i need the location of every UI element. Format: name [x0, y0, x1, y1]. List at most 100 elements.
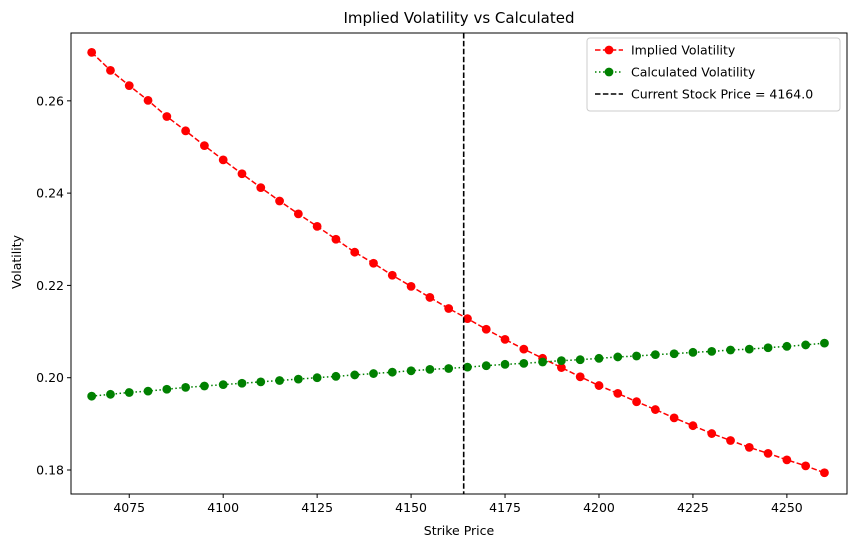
series-1-point [425, 365, 435, 374]
series-0-point [256, 183, 266, 192]
series-0-point [106, 65, 115, 75]
series-0-point [575, 372, 585, 382]
series-1-point [481, 361, 491, 371]
series-0-line [91, 51, 825, 474]
series-1-point [820, 338, 829, 348]
series-1-point [87, 391, 97, 401]
series-1-point [387, 367, 397, 377]
plot-area: 4075 4100 4125 4150 4175 4200 4225 4250 0.18 0.20… [36, 32, 848, 515]
current-price-legend-label: Current Stock Price = 4164.0 [631, 87, 813, 102]
y-tick-label: 0.26 [36, 93, 64, 108]
series-1-point [106, 389, 115, 399]
series-0-legend-marker [604, 45, 614, 55]
series-0-point [519, 344, 529, 354]
series-1-point [557, 356, 566, 366]
y-tick-label: 0.20 [36, 370, 64, 385]
series-0-point [669, 413, 679, 423]
y-tick-label: 0.22 [36, 278, 64, 293]
x-tick-label: 4150 [395, 500, 427, 515]
series-1-point [688, 347, 698, 357]
series-0-point [124, 81, 134, 91]
series-1-point [256, 377, 266, 387]
series-1-point [744, 344, 754, 354]
series-1-point [237, 378, 247, 388]
series-0-point [463, 314, 472, 324]
x-tick-label: 4100 [207, 500, 239, 515]
series-1-point [406, 366, 416, 376]
series-1-point [369, 369, 378, 378]
series-0-point [181, 126, 191, 136]
series-1-point [763, 343, 773, 353]
series-1-point [143, 386, 153, 396]
legend-box [586, 37, 841, 112]
series-1-point [650, 350, 660, 360]
series-1-legend-label: Calculated Volatility [631, 65, 756, 80]
series-1-line [91, 342, 825, 397]
series-0-point [726, 436, 735, 445]
plot-frame [70, 32, 848, 495]
series-0-point [594, 381, 604, 390]
x-tick-label: 4250 [771, 500, 803, 515]
series-1-point [613, 352, 623, 362]
series-0-point [763, 448, 773, 458]
series-1-point [162, 384, 172, 394]
x-tick-label: 4225 [677, 500, 709, 515]
series-1-point [331, 371, 341, 381]
series-1-point [293, 374, 303, 384]
series-0-point [820, 468, 829, 478]
legend: Implied Volatility Calculated Volatility C… [586, 37, 841, 112]
series-0-point [444, 304, 454, 313]
series-1-point [200, 381, 209, 391]
series-0-point [369, 258, 378, 268]
y-axis-label: Volatility [9, 234, 24, 289]
series-1-point [218, 380, 228, 390]
series-0-point [350, 247, 360, 257]
series-1-point [801, 340, 811, 350]
series-0-point [331, 234, 341, 244]
series-0-point [143, 95, 153, 105]
series-0-point [613, 389, 623, 398]
series-1-point [519, 359, 529, 368]
series-1-legend-marker [604, 67, 614, 77]
series-0-point [87, 47, 97, 57]
x-tick-label: 4125 [301, 500, 333, 515]
series-1-point [500, 359, 510, 369]
x-tick-label: 4175 [489, 500, 521, 515]
series-0-point [237, 169, 247, 179]
series-0-point [293, 209, 303, 219]
series-0-point [162, 112, 172, 121]
series-1-point [632, 351, 641, 361]
series-0-point [707, 429, 717, 438]
series-1-point [669, 349, 679, 359]
series-0-point [481, 324, 491, 334]
chart-title: Implied Volatility vs Calculated [344, 9, 575, 27]
series-0-point [801, 461, 811, 471]
x-axis-label: Strike Price [424, 523, 495, 538]
series-0-legend-label: Implied Volatility [631, 43, 736, 58]
series-0-point [782, 455, 792, 465]
series-0-point [632, 397, 641, 407]
series-1-point [463, 362, 472, 372]
series-0-point [312, 221, 322, 231]
series-1-point [444, 364, 454, 373]
series-0-point [218, 155, 228, 165]
x-tick-label: 4200 [583, 500, 615, 515]
series-1-point [707, 347, 717, 356]
series-1-point [181, 383, 191, 392]
series-0-point [650, 405, 660, 414]
series-1-point [782, 341, 792, 351]
series-0-point [744, 442, 754, 452]
series-0-point [557, 363, 566, 372]
series-1-point [726, 345, 735, 355]
x-tick-label: 4075 [113, 500, 145, 515]
series-1-point [275, 376, 284, 385]
series-1-point [575, 355, 585, 365]
series-1-point [350, 370, 360, 380]
series-0-point [406, 281, 416, 291]
series-1-point [312, 373, 322, 383]
series-1-point [594, 353, 604, 363]
series-0-point [425, 293, 435, 302]
series-1-point [538, 357, 548, 367]
series-1-point [124, 388, 134, 397]
